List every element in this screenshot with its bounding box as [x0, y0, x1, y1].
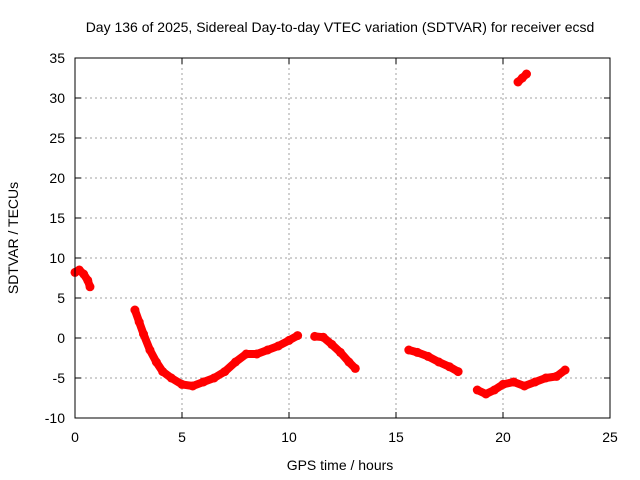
data-point: [335, 347, 345, 357]
y-tick-label: -5: [53, 370, 66, 386]
y-tick-label: 15: [49, 210, 65, 226]
x-tick-label: 20: [495, 429, 511, 445]
y-tick-label: 20: [49, 170, 65, 186]
data-point: [310, 331, 320, 341]
data-point: [350, 363, 360, 373]
data-point: [560, 365, 570, 375]
data-point: [344, 357, 354, 367]
data-point: [273, 341, 283, 351]
data-point: [530, 377, 540, 387]
y-tick-label: -10: [45, 410, 65, 426]
data-point: [79, 269, 89, 279]
x-tick-label: 10: [281, 429, 297, 445]
data-point: [327, 339, 337, 349]
data-point: [188, 381, 198, 391]
data-point: [145, 345, 155, 355]
data-point: [252, 349, 262, 359]
data-point: [318, 332, 328, 342]
chart-title: Day 136 of 2025, Sidereal Day-to-day VTE…: [86, 19, 595, 35]
data-point: [423, 351, 433, 361]
x-tick-label: 0: [71, 429, 79, 445]
data-point: [209, 373, 219, 383]
data-point: [489, 385, 499, 395]
data-point: [522, 69, 531, 79]
data-point: [445, 362, 454, 372]
y-tick-label: 0: [57, 330, 65, 346]
x-axis-label: GPS time / hours: [287, 457, 394, 473]
data-point: [263, 345, 273, 355]
x-tick-label: 25: [602, 429, 618, 445]
data-point: [293, 331, 303, 341]
y-tick-label: 5: [57, 290, 65, 306]
grid: [75, 58, 610, 418]
y-axis-label: SDTVAR / TECUs: [5, 182, 21, 294]
data-point: [541, 373, 551, 383]
data-point: [158, 367, 168, 377]
data-point: [498, 379, 508, 389]
plot-frame: [74, 57, 611, 419]
x-tick-label: 15: [388, 429, 404, 445]
data-point: [519, 381, 529, 391]
data-marks: [70, 69, 570, 399]
data-point: [231, 357, 240, 367]
data-point: [472, 385, 482, 395]
data-point: [85, 282, 95, 292]
data-point: [434, 357, 444, 367]
data-point: [284, 335, 294, 345]
data-point: [166, 373, 176, 383]
data-point: [177, 379, 187, 389]
y-tick-label: 25: [49, 130, 65, 146]
data-point: [220, 367, 230, 377]
y-tick-label: 35: [49, 50, 65, 66]
data-point: [412, 347, 422, 357]
data-point: [151, 357, 161, 367]
data-point: [552, 371, 561, 381]
data-point: [241, 349, 251, 359]
data-point: [139, 329, 148, 339]
series-segment-5: [473, 366, 570, 398]
x-tick-label: 5: [178, 429, 186, 445]
data-point: [198, 377, 208, 387]
data-point: [453, 367, 463, 377]
y-tick-label: 30: [49, 90, 65, 106]
data-point: [404, 345, 414, 355]
y-tick-label: 10: [49, 250, 65, 266]
data-point: [481, 389, 491, 399]
data-point: [509, 377, 519, 387]
data-point: [130, 305, 140, 315]
data-point: [134, 317, 144, 327]
